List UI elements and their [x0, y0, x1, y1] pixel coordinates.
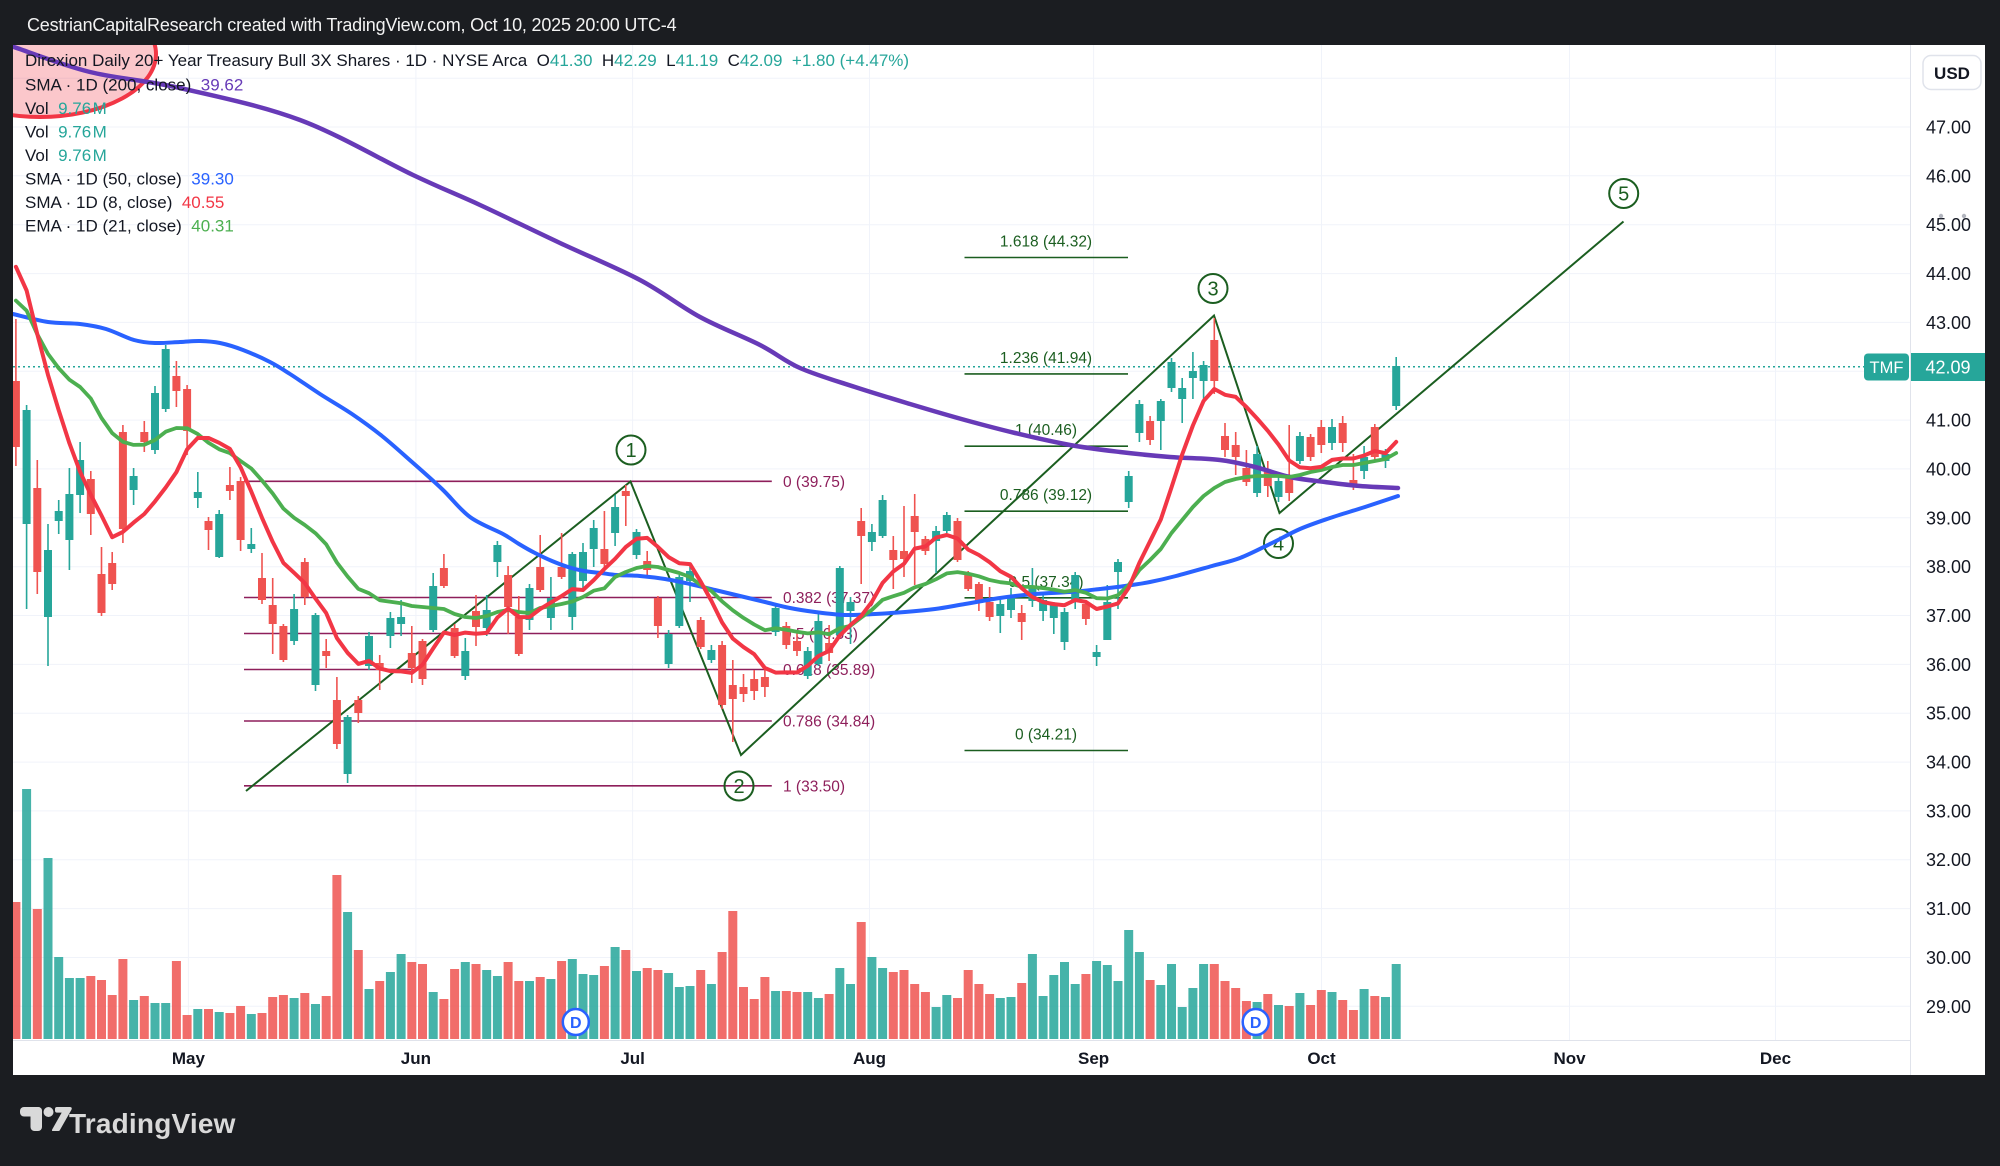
svg-text:3: 3 — [1207, 279, 1218, 301]
svg-text:32.00: 32.00 — [1926, 850, 1971, 870]
svg-text:2: 2 — [733, 776, 744, 798]
svg-text:Vol 9.76 M: Vol 9.76 M — [25, 123, 107, 142]
svg-text:34.00: 34.00 — [1926, 753, 1971, 773]
svg-text:4: 4 — [1273, 534, 1284, 556]
svg-text:1: 1 — [625, 440, 636, 462]
svg-text:41.00: 41.00 — [1926, 411, 1971, 431]
svg-text:Aug: Aug — [853, 1049, 886, 1068]
svg-text:0.786 (39.12): 0.786 (39.12) — [1000, 487, 1092, 504]
svg-text:0 (34.21): 0 (34.21) — [1015, 727, 1077, 744]
svg-text:0 (39.75): 0 (39.75) — [783, 474, 845, 491]
svg-text:35.00: 35.00 — [1926, 704, 1971, 724]
svg-text:37.00: 37.00 — [1926, 606, 1971, 626]
svg-text:Jun: Jun — [401, 1049, 431, 1068]
svg-text:Direxion Daily 20+ Year Treasu: Direxion Daily 20+ Year Treasury Bull 3X… — [25, 51, 909, 70]
svg-text:D: D — [1250, 1015, 1262, 1032]
svg-text:May: May — [172, 1049, 206, 1068]
svg-text:Oct: Oct — [1307, 1049, 1336, 1068]
svg-text:Jul: Jul — [620, 1049, 645, 1068]
svg-text:Vol 9.76 M: Vol 9.76 M — [25, 99, 107, 118]
svg-text:29.00: 29.00 — [1926, 997, 1971, 1017]
svg-text:Vol 9.76 M: Vol 9.76 M — [25, 146, 107, 165]
svg-text:1.618 (44.32): 1.618 (44.32) — [1000, 234, 1092, 251]
svg-text:38.00: 38.00 — [1926, 557, 1971, 577]
svg-text:40.00: 40.00 — [1926, 459, 1971, 479]
svg-text:47.00: 47.00 — [1926, 118, 1971, 138]
svg-text:D: D — [570, 1015, 582, 1032]
svg-text:1 (33.50): 1 (33.50) — [783, 778, 845, 795]
svg-text:TMF: TMF — [1870, 359, 1904, 377]
svg-text:0.786 (34.84): 0.786 (34.84) — [783, 714, 875, 731]
svg-text:31.00: 31.00 — [1926, 899, 1971, 919]
svg-text:5: 5 — [1618, 184, 1629, 206]
svg-text:42.09: 42.09 — [1925, 358, 1970, 378]
svg-text:43.00: 43.00 — [1926, 313, 1971, 333]
svg-text:33.00: 33.00 — [1926, 801, 1971, 821]
svg-text:45.00: 45.00 — [1926, 215, 1971, 235]
svg-text:EMA · 1D (21, close) 40.31: EMA · 1D (21, close) 40.31 — [25, 217, 234, 236]
svg-text:46.00: 46.00 — [1926, 166, 1971, 186]
svg-text:SMA · 1D (200, close) 39.62: SMA · 1D (200, close) 39.62 — [25, 76, 243, 95]
svg-text:SMA · 1D (50, close) 39.30: SMA · 1D (50, close) 39.30 — [25, 170, 234, 189]
svg-text:Nov: Nov — [1553, 1049, 1586, 1068]
svg-text:USD: USD — [1934, 64, 1970, 83]
svg-text:39.00: 39.00 — [1926, 508, 1971, 528]
svg-text:Dec: Dec — [1760, 1049, 1791, 1068]
svg-text:TradingView: TradingView — [69, 1108, 236, 1139]
svg-text:CestrianCapitalResearch create: CestrianCapitalResearch created with Tra… — [27, 15, 677, 35]
svg-text:30.00: 30.00 — [1926, 948, 1971, 968]
svg-text:36.00: 36.00 — [1926, 655, 1971, 675]
svg-text:0.382 (37.37): 0.382 (37.37) — [783, 590, 875, 607]
svg-text:SMA · 1D (8, close) 40.55: SMA · 1D (8, close) 40.55 — [25, 193, 224, 212]
svg-text:1.236 (41.94): 1.236 (41.94) — [1000, 350, 1092, 367]
svg-text:44.00: 44.00 — [1926, 264, 1971, 284]
svg-text:Sep: Sep — [1078, 1049, 1109, 1068]
